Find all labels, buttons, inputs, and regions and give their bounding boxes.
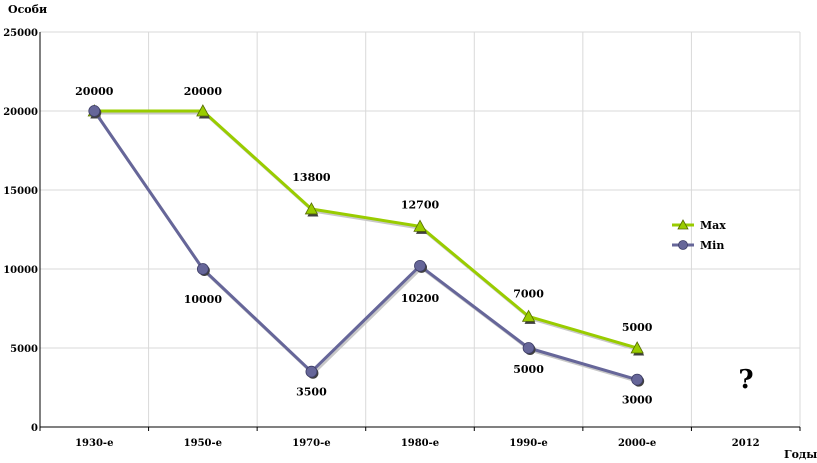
legend: Max Min xyxy=(672,219,726,252)
data-point-min xyxy=(88,105,101,117)
data-point-min xyxy=(414,259,426,272)
data-label: 10200 xyxy=(401,292,440,305)
y-tick-label: 20000 xyxy=(3,107,38,118)
x-tick-label: 1980-е xyxy=(401,438,439,449)
x-tick-label: 1930-е xyxy=(75,438,113,449)
y-tick-label: 5000 xyxy=(10,344,38,355)
data-label: 7000 xyxy=(513,287,544,300)
data-label: 20000 xyxy=(184,85,223,98)
data-label: 5000 xyxy=(513,363,544,376)
x-tick-label: 1990-е xyxy=(509,438,547,449)
data-label: 3500 xyxy=(296,386,327,399)
question-mark-annotation: ? xyxy=(738,365,753,395)
y-axis-title: Особи xyxy=(8,3,47,16)
data-point-max xyxy=(413,219,427,232)
y-tick-label: 0 xyxy=(31,423,38,434)
axes: 0 5000 10000 15000 20000 25000 1930-е 1950-е 197… xyxy=(3,28,801,449)
y-tick-label: 15000 xyxy=(3,186,38,197)
data-point-max xyxy=(196,104,210,117)
legend-marker-min xyxy=(678,240,688,250)
series-group xyxy=(87,104,645,387)
data-point-min xyxy=(522,342,535,354)
x-tick-label: 1970-е xyxy=(292,438,330,449)
series-line-max xyxy=(94,109,638,350)
data-point-min xyxy=(305,365,318,378)
data-point-max xyxy=(521,309,536,322)
data-point-max xyxy=(630,341,644,354)
data-label: 5000 xyxy=(622,321,653,334)
data-point-min xyxy=(196,263,209,275)
data-label: 10000 xyxy=(184,293,223,306)
x-axis-title: Годы xyxy=(784,448,817,461)
series-line-shadow xyxy=(94,112,640,384)
data-label: 13800 xyxy=(292,171,331,184)
y-tick-label: 10000 xyxy=(3,265,38,276)
x-tick-label: 1950-е xyxy=(184,438,222,449)
data-label: 20000 xyxy=(75,85,114,98)
data-labels: 20000 20000 13800 12700 7000 5000 10000 3500 102… xyxy=(75,85,653,407)
series-line-shadow xyxy=(95,111,640,352)
data-label: 3000 xyxy=(622,394,653,407)
legend-marker-max xyxy=(677,219,689,230)
legend-label: Max xyxy=(700,219,726,232)
legend-label: Min xyxy=(700,239,724,252)
data-label: 12700 xyxy=(401,198,440,211)
series-line-min xyxy=(93,110,638,382)
x-tick-label: 2012 xyxy=(732,438,760,449)
data-point-max xyxy=(304,202,319,215)
y-tick-label: 25000 xyxy=(3,28,38,39)
x-tick-label: 2000-е xyxy=(618,438,656,449)
data-point-min xyxy=(631,373,644,386)
